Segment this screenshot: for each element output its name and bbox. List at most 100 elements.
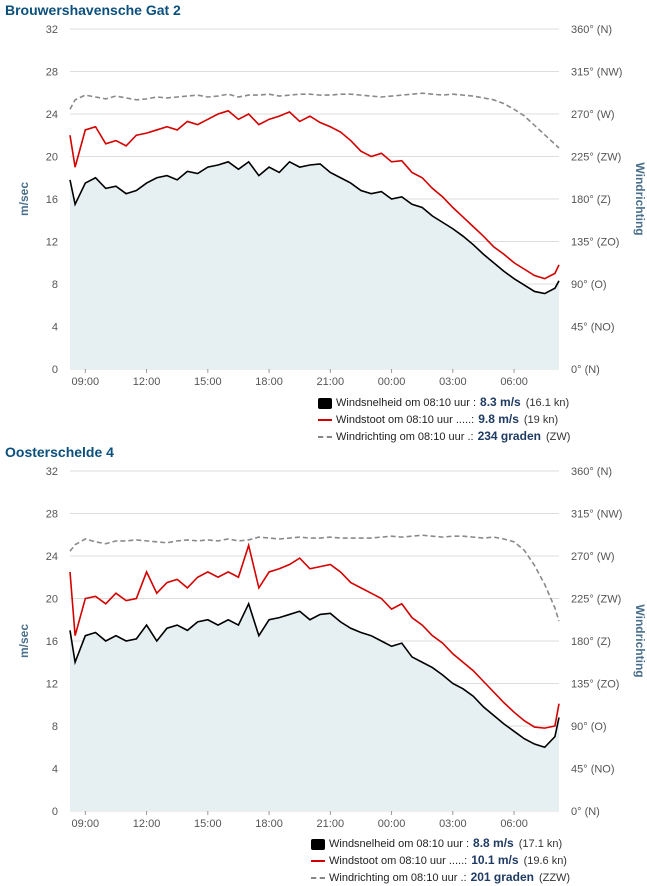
y2-tick-label: 90° (O) [571, 279, 607, 291]
x-tick-label: 06:00 [500, 376, 528, 388]
y-tick-label: 4 [52, 322, 58, 334]
y-axis-title: m/sec [17, 624, 31, 658]
legend-item-speed[interactable]: Windsnelheid om 08:10 uur :8.8 m/s (17.1 … [311, 836, 562, 851]
legend-label: Windrichting om 08:10 uur .: [329, 872, 467, 884]
y2-tick-label: 45° (NO) [571, 322, 615, 334]
y2-tick-label: 90° (O) [571, 721, 607, 733]
y2-tick-label: 360° (N) [571, 466, 612, 478]
x-tick-label: 12:00 [133, 818, 161, 830]
y2-tick-label: 360° (N) [571, 24, 612, 36]
x-tick-label: 03:00 [439, 818, 467, 830]
y2-axis-title: Windrichting [633, 604, 647, 677]
x-tick-label: 15:00 [194, 376, 222, 388]
legend-item-gust[interactable]: Windstoot om 08:10 uur .....: 10.1 m/s (19… [311, 853, 567, 868]
speed-area [70, 161, 559, 369]
y-tick-label: 12 [46, 237, 58, 249]
legend-value: 201 graden [470, 870, 534, 884]
legend-value: 234 graden [477, 429, 541, 443]
y2-axis-title: Windrichting [633, 162, 647, 235]
y-tick-label: 28 [46, 509, 58, 521]
y-tick-label: 28 [46, 67, 58, 79]
speed-swatch [311, 838, 325, 850]
y-tick-label: 12 [46, 679, 58, 691]
legend-label: Windrichting om 08:10 uur .: [336, 431, 474, 443]
legend-label: Windstoot om 08:10 uur .....: [329, 855, 468, 867]
x-tick-label: 15:00 [194, 818, 222, 830]
x-tick-label: 21:00 [317, 818, 345, 830]
legend-sub: (19.6 kn) [523, 855, 567, 867]
legend-value: 8.3 m/s [480, 395, 521, 409]
legend-label: Windstoot om 08:10 uur .....: [336, 414, 475, 426]
legend-item-gust[interactable]: Windstoot om 08:10 uur .....: 9.8 m/s (19 … [318, 412, 558, 427]
station-panel-1: Brouwershavensche Gat 2 0 0° (N) 4 45° (NO)… [5, 2, 647, 444]
speed-area [70, 603, 559, 811]
x-tick-label: 21:00 [317, 376, 345, 388]
direction-line [69, 92, 560, 149]
y2-tick-label: 180° (Z) [571, 194, 611, 206]
y2-tick-label: 315° (NW) [571, 67, 622, 79]
x-tick-label: 18:00 [255, 818, 283, 830]
legend-sub: (ZW) [545, 431, 571, 443]
station-panel-2: Oosterschelde 4 0 0° (N) 4 45° (NO) 8 90° (O)… [0, 442, 647, 886]
x-tick-label: 09:00 [72, 376, 100, 388]
y-tick-label: 8 [52, 279, 58, 291]
y2-tick-label: 0° (N) [571, 806, 600, 818]
y-tick-label: 16 [46, 194, 58, 206]
y2-tick-label: 45° (NO) [571, 764, 615, 776]
y-tick-label: 20 [46, 594, 58, 606]
speed-swatch [318, 397, 332, 409]
legend-value: 10.1 m/s [471, 853, 519, 867]
direction-line [69, 534, 560, 622]
y2-tick-label: 0° (N) [571, 364, 600, 376]
y2-tick-label: 135° (ZO) [571, 679, 619, 691]
x-tick-label: 09:00 [72, 818, 100, 830]
gust-line [69, 542, 560, 729]
y-tick-label: 32 [46, 24, 58, 36]
y2-tick-label: 225° (ZW) [571, 152, 621, 164]
speed-line [69, 160, 560, 295]
legend-item-speed[interactable]: Windsnelheid om 08:10 uur :8.3 m/s (16.1 … [318, 395, 569, 410]
x-tick-label: 00:00 [378, 376, 406, 388]
legend-value: 8.8 m/s [473, 836, 514, 850]
legend-sub: (16.1 kn) [525, 397, 570, 409]
station-title: Oosterschelde 4 [5, 444, 114, 460]
x-tick-label: 06:00 [500, 818, 528, 830]
y-axis-title: m/sec [17, 182, 31, 216]
gust-line [69, 109, 560, 280]
y2-tick-label: 135° (ZO) [571, 237, 619, 249]
legend-value: 9.8 m/s [478, 412, 519, 426]
gust-swatch [318, 419, 332, 422]
x-tick-label: 12:00 [133, 376, 161, 388]
y2-tick-label: 315° (NW) [571, 509, 622, 521]
legend-sub: (ZZW) [538, 872, 571, 884]
y-tick-label: 8 [52, 721, 58, 733]
legend-label: Windsnelheid om 08:10 uur : [329, 838, 470, 850]
x-tick-label: 03:00 [439, 376, 467, 388]
y-tick-label: 4 [52, 764, 58, 776]
y-tick-label: 20 [46, 152, 58, 164]
legend-sub: (19 kn) [523, 414, 559, 426]
wind-chart: 0 0° (N) 4 45° (NO) 8 90° (O) 12 135° (ZO) 16 180… [17, 466, 647, 830]
y-tick-label: 0 [52, 806, 58, 818]
station-title: Brouwershavensche Gat 2 [5, 2, 181, 18]
y-tick-label: 16 [46, 636, 58, 648]
y2-tick-label: 270° (W) [571, 109, 615, 121]
y-tick-label: 0 [52, 364, 58, 376]
x-tick-label: 00:00 [378, 818, 406, 830]
y-tick-label: 24 [46, 551, 58, 563]
gust-swatch [311, 860, 325, 863]
direction-swatch [311, 877, 325, 880]
y2-tick-label: 180° (Z) [571, 636, 611, 648]
y-tick-label: 24 [46, 109, 58, 121]
legend-sub: (17.1 kn) [518, 838, 563, 850]
y2-tick-label: 270° (W) [571, 551, 615, 563]
direction-swatch [318, 436, 332, 439]
y-tick-label: 32 [46, 466, 58, 478]
legend-item-direction[interactable]: Windrichting om 08:10 uur .: 234 graden (Z… [318, 429, 570, 444]
legend-label: Windsnelheid om 08:10 uur : [336, 397, 477, 409]
legend-item-direction[interactable]: Windrichting om 08:10 uur .: 201 graden (Z… [311, 870, 570, 885]
y2-tick-label: 225° (ZW) [571, 594, 621, 606]
speed-line [69, 601, 560, 749]
x-tick-label: 18:00 [255, 376, 283, 388]
wind-chart: 0 0° (N) 4 45° (NO) 8 90° (O) 12 135° (ZO) 16 180… [17, 24, 647, 388]
